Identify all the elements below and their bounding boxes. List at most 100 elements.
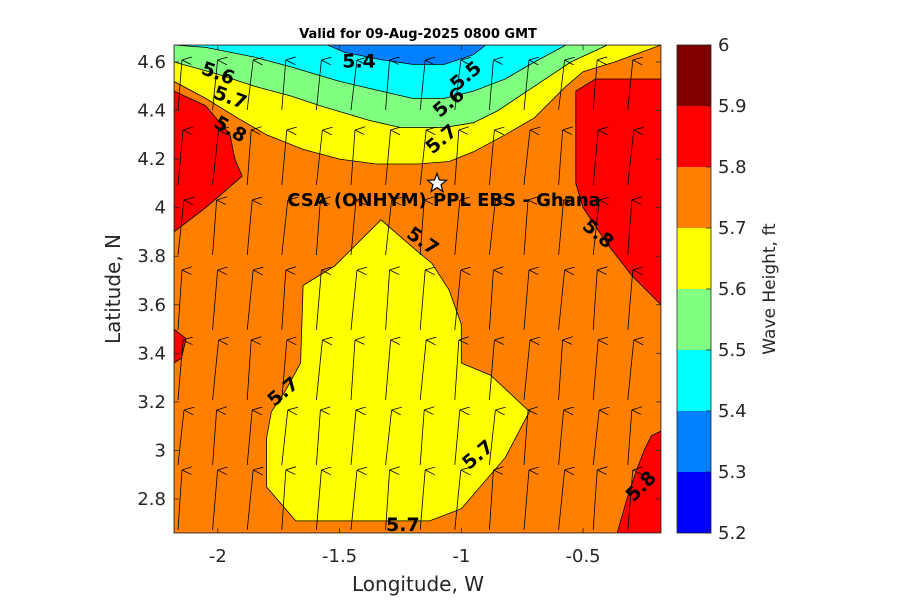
colorbar-label: Wave Height, ft	[760, 223, 780, 355]
wave-arrow	[627, 130, 634, 186]
wave-arrow	[246, 470, 253, 531]
wave-arrow	[454, 470, 461, 531]
wave-arrow	[281, 200, 288, 256]
wave-arrow	[558, 470, 565, 531]
wave-arrow	[281, 270, 286, 331]
wave-arrow	[627, 60, 633, 111]
wave-arrow	[385, 130, 391, 186]
wave-arrow	[489, 270, 493, 331]
wave-arrow	[523, 410, 528, 466]
chart-title: Valid for 09-Aug-2025 0800 GMT	[299, 27, 537, 42]
colorbar-tick-label: 6	[718, 35, 729, 56]
wave-arrow	[558, 340, 563, 401]
wave-arrow	[523, 60, 529, 111]
wave-arrow	[212, 410, 217, 466]
wave-arrow	[350, 410, 356, 466]
wave-arrow	[316, 410, 320, 466]
wave-arrow	[212, 270, 218, 331]
wave-arrow	[558, 270, 565, 331]
wave-arrow	[385, 200, 392, 256]
x-axis-label: Longitude, W	[352, 572, 484, 596]
wave-arrow	[489, 470, 493, 531]
contour-label: 5.4	[342, 50, 376, 72]
wave-arrow	[523, 130, 530, 186]
wave-arrow	[281, 130, 287, 186]
contour-label: 5.7	[386, 514, 420, 536]
contour-fill-group	[174, 45, 661, 533]
wave-arrow	[592, 470, 597, 531]
colorbar-tick-label: 5.3	[718, 462, 747, 483]
wave-arrow	[523, 340, 530, 401]
wave-arrow	[212, 470, 218, 531]
wave-arrow	[385, 60, 390, 111]
wave-arrow	[177, 60, 182, 111]
x-tick-label: -1.5	[322, 546, 357, 567]
wave-arrow	[592, 410, 599, 466]
x-tick-label: -2	[209, 546, 227, 567]
wave-arrow	[558, 130, 563, 186]
colorbar-tick-label: 5.9	[718, 96, 747, 117]
y-tick-label: 3	[155, 440, 166, 461]
wave-arrow	[489, 60, 493, 111]
colorbar-tick-label: 5.6	[718, 279, 747, 300]
wave-arrow	[454, 130, 459, 186]
y-axis-ticks: 2.8 3 3.2 3.4 3.6 3.8 4 4.2 4.4 4.6	[137, 52, 661, 510]
wave-arrow	[316, 470, 321, 531]
y-tick-label: 3.2	[137, 392, 166, 413]
wave-arrow	[281, 60, 286, 111]
wave-arrow	[177, 470, 182, 531]
wave-arrow	[454, 410, 460, 466]
y-tick-label: 3.8	[137, 246, 166, 267]
x-tick-label: -0.5	[566, 546, 601, 567]
contour-region-5.8-5.9	[174, 90, 243, 233]
y-tick-label: 3.6	[137, 295, 166, 316]
wave-arrow	[281, 470, 286, 531]
colorbar-tick-label: 5.5	[718, 340, 747, 361]
wave-arrow	[350, 130, 355, 186]
wave-arrow	[454, 200, 460, 256]
wave-arrow	[246, 410, 252, 466]
colorbar-tick-label: 5.8	[718, 157, 747, 178]
wave-arrow	[316, 200, 320, 256]
wave-arrow	[489, 130, 494, 186]
colorbar-swatch	[677, 45, 711, 106]
wave-arrow	[385, 410, 392, 466]
wave-arrow	[627, 410, 632, 466]
wave-arrow	[592, 340, 598, 401]
colorbar-swatch	[677, 289, 711, 350]
wave-arrow	[523, 470, 529, 531]
x-axis-ticks: -2 -1.5 -1 -0.5	[209, 45, 601, 567]
wave-arrow	[177, 410, 184, 466]
wave-arrow	[246, 340, 251, 401]
colorbar-swatch	[677, 106, 711, 167]
wave-arrow	[212, 340, 219, 401]
wave-arrow	[246, 130, 251, 186]
wave-arrow	[212, 60, 218, 111]
colorbar-swatch	[677, 472, 711, 533]
wave-arrow	[316, 130, 322, 186]
site-marker-group: CSA (ONHYM) PPL EBS - Ghana	[287, 171, 601, 211]
wave-arrow	[385, 340, 391, 401]
wave-arrow	[592, 60, 597, 111]
wave-arrow	[385, 470, 390, 531]
wave-arrow	[592, 130, 598, 186]
wave-arrow	[419, 270, 425, 331]
y-tick-label: 2.8	[137, 489, 166, 510]
y-tick-label: 4.2	[137, 149, 166, 170]
contour-region-5.8-5.9	[575, 78, 661, 306]
colorbar-tick-label: 5.4	[718, 401, 747, 422]
contour-region-5.6-5.7	[266, 219, 530, 522]
wave-arrow	[316, 270, 321, 331]
wave-arrow	[350, 470, 357, 531]
colorbar-swatch	[677, 350, 711, 411]
wave-arrow	[489, 200, 495, 256]
wave-arrow	[489, 410, 495, 466]
plot-area	[174, 45, 661, 533]
wave-arrow	[246, 200, 252, 256]
wave-arrow	[350, 340, 355, 401]
wave-arrow	[385, 270, 390, 331]
y-tick-label: 3.4	[137, 343, 166, 364]
wave-arrow	[419, 470, 425, 531]
wave-arrow	[350, 270, 357, 331]
